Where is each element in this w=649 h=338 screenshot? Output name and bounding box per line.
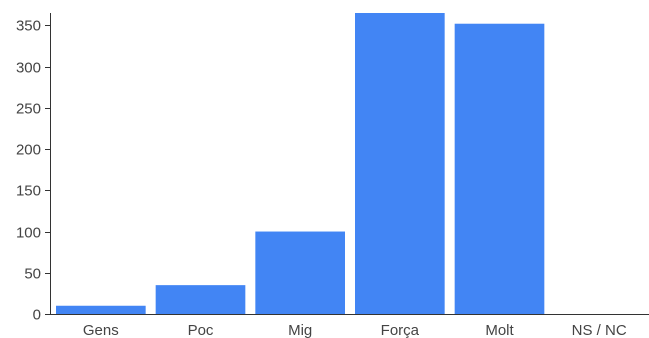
y-tick-label: 0 [33, 307, 41, 324]
x-tick-label: Mig [288, 322, 312, 338]
bar-2 [255, 231, 345, 314]
bar-4 [454, 23, 545, 314]
y-tick-label: 150 [16, 183, 41, 200]
x-tick-label: Força [381, 322, 420, 338]
x-tick-label: Poc [188, 322, 214, 338]
x-tick-label: Molt [485, 322, 514, 338]
y-tick-label: 50 [24, 266, 41, 283]
x-axis: Gens Poc Mig Força Molt NS / NC [45, 314, 649, 338]
x-tick-label: NS / NC [572, 322, 627, 338]
y-tick-label: 350 [16, 18, 41, 35]
y-tick-label: 200 [16, 142, 41, 159]
y-tick-label: 100 [16, 225, 41, 242]
y-tick-label: 250 [16, 101, 41, 118]
bars [56, 13, 545, 314]
bar-1 [155, 285, 246, 314]
bar-3 [355, 13, 445, 314]
bar-0 [56, 305, 146, 314]
x-tick-label: Gens [83, 322, 119, 338]
y-axis: 0 50 100 150 200 250 300 350 [16, 13, 51, 324]
y-tick-label: 300 [16, 60, 41, 77]
